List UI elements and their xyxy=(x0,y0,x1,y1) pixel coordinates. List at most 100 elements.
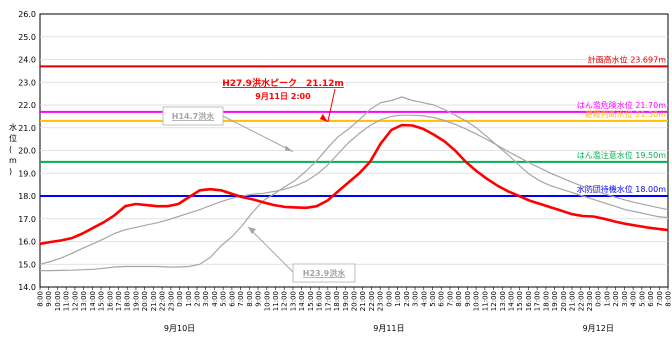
y-tick-label: 17.0 xyxy=(18,215,36,224)
y-tick-label: 20.0 xyxy=(18,147,36,156)
x-tick-label: 4:00 xyxy=(420,291,428,307)
x-tick-label: 18:00 xyxy=(124,291,132,311)
x-tick-label: 7:00 xyxy=(237,291,245,307)
x-tick-label: 13:00 xyxy=(289,291,297,311)
h23-annotation-arrowhead xyxy=(248,227,256,234)
x-tick-label: 11:00 xyxy=(63,291,71,311)
reference-line-label: 避難判断水位 21.30m xyxy=(585,109,666,119)
x-tick-label: 20:00 xyxy=(560,291,568,311)
x-tick-label: 22:00 xyxy=(159,291,167,311)
x-tick-label: 1:00 xyxy=(185,291,193,307)
h23-annotation-leader xyxy=(247,226,294,273)
y-tick-label: 18.0 xyxy=(18,192,36,201)
x-tick-label: 5:00 xyxy=(638,291,646,307)
peak-annotation-date: 9月11日 2:00 xyxy=(255,92,311,101)
x-tick-label: 13:00 xyxy=(80,291,88,311)
x-tick-label: 6:00 xyxy=(228,291,236,307)
y-tick-label: 15.0 xyxy=(18,260,36,269)
h23-annotation-box xyxy=(292,263,356,283)
x-tick-label: 10:00 xyxy=(54,291,62,311)
x-tick-label: 18:00 xyxy=(542,291,550,311)
reference-line-label: はん濫危険水位 21.70m xyxy=(577,100,666,110)
y-tick-label: 26.0 xyxy=(18,10,36,19)
x-tick-label: 8:00 xyxy=(665,291,672,307)
x-tick-label: 4:00 xyxy=(211,291,219,307)
x-tick-label: 9:00 xyxy=(464,291,472,307)
x-tick-label: 14:00 xyxy=(89,291,97,311)
x-tick-label: 18:00 xyxy=(333,291,341,311)
x-tick-label: 21:00 xyxy=(150,291,158,311)
h14-annotation-arrowhead xyxy=(284,145,293,152)
x-tick-label: 9:00 xyxy=(255,291,263,307)
x-tick-label: 0:00 xyxy=(176,291,184,307)
x-tick-label: 0:00 xyxy=(595,291,603,307)
h23-series-line xyxy=(40,96,669,272)
x-tick-label: 16:00 xyxy=(316,291,324,311)
x-tick-label: 20:00 xyxy=(141,291,149,311)
h14-annotation-leader xyxy=(222,115,294,152)
day-label: 9月12日 xyxy=(583,324,614,333)
x-tick-label: 2:00 xyxy=(612,291,620,307)
x-tick-label: 3:00 xyxy=(202,291,210,307)
y-tick-label: 22.0 xyxy=(18,101,36,110)
x-tick-label: 0:00 xyxy=(385,291,393,307)
h27-series-line xyxy=(39,123,669,246)
h14-annotation-label: H14.7洪水 xyxy=(172,111,215,121)
x-tick-label: 12:00 xyxy=(71,291,79,311)
x-tick-label: 4:00 xyxy=(630,291,638,307)
x-tick-label: 3:00 xyxy=(621,291,629,307)
x-tick-label: 8:00 xyxy=(37,291,45,307)
reference-line-label: はん濫注意水位 19.50m xyxy=(577,150,666,160)
day-label: 9月10日 xyxy=(164,324,195,333)
x-tick-label: 7:00 xyxy=(656,291,664,307)
y-tick-label: 16.0 xyxy=(18,238,36,247)
x-tick-label: 2:00 xyxy=(403,291,411,307)
peak-annotation-leader xyxy=(327,88,336,123)
h23-annotation-label: H23.9洪水 xyxy=(303,268,346,278)
x-tick-label: 23:00 xyxy=(586,291,594,311)
y-axis-label: 水位(m) xyxy=(9,122,17,176)
x-tick-label: 6:00 xyxy=(438,291,446,307)
reference-line-label: 水防団待機水位 18.00m xyxy=(577,184,666,194)
x-tick-label: 5:00 xyxy=(429,291,437,307)
peak-annotation-title: H27.9洪水ピーク 21.12m xyxy=(222,77,344,89)
x-tick-label: 12:00 xyxy=(490,291,498,311)
day-label: 9月11日 xyxy=(373,324,404,333)
x-tick-label: 13:00 xyxy=(499,291,507,311)
x-tick-label: 1:00 xyxy=(603,291,611,307)
x-tick-label: 22:00 xyxy=(577,291,585,311)
y-tick-label: 24.0 xyxy=(18,56,36,65)
y-tick-label: 14.0 xyxy=(18,283,36,292)
x-tick-label: 21:00 xyxy=(359,291,367,311)
x-tick-label: 8:00 xyxy=(455,291,463,307)
x-tick-label: 22:00 xyxy=(368,291,376,311)
x-tick-label: 8:00 xyxy=(246,291,254,307)
x-tick-label: 10:00 xyxy=(263,291,271,311)
x-tick-label: 21:00 xyxy=(569,291,577,311)
x-tick-label: 12:00 xyxy=(281,291,289,311)
x-tick-label: 5:00 xyxy=(220,291,228,307)
x-tick-label: 15:00 xyxy=(516,291,524,311)
peak-annotation-arrowhead xyxy=(319,114,328,123)
x-tick-label: 17:00 xyxy=(534,291,542,311)
x-tick-label: 10:00 xyxy=(473,291,481,311)
x-tick-label: 15:00 xyxy=(98,291,106,311)
x-tick-label: 16:00 xyxy=(525,291,533,311)
y-tick-label: 23.0 xyxy=(18,78,36,87)
x-tick-label: 20:00 xyxy=(351,291,359,311)
x-tick-label: 3:00 xyxy=(412,291,420,307)
x-tick-label: 23:00 xyxy=(167,291,175,311)
x-tick-label: 16:00 xyxy=(106,291,114,311)
x-tick-label: 1:00 xyxy=(394,291,402,307)
x-tick-label: 9:00 xyxy=(45,291,53,307)
x-tick-label: 7:00 xyxy=(446,291,454,307)
x-tick-label: 11:00 xyxy=(272,291,280,311)
reference-line-label: 計画高水位 23.697m xyxy=(588,54,667,64)
x-tick-label: 2:00 xyxy=(194,291,202,307)
h14-series-line xyxy=(39,114,669,265)
x-tick-label: 19:00 xyxy=(342,291,350,311)
x-tick-label: 19:00 xyxy=(551,291,559,311)
x-tick-label: 17:00 xyxy=(324,291,332,311)
